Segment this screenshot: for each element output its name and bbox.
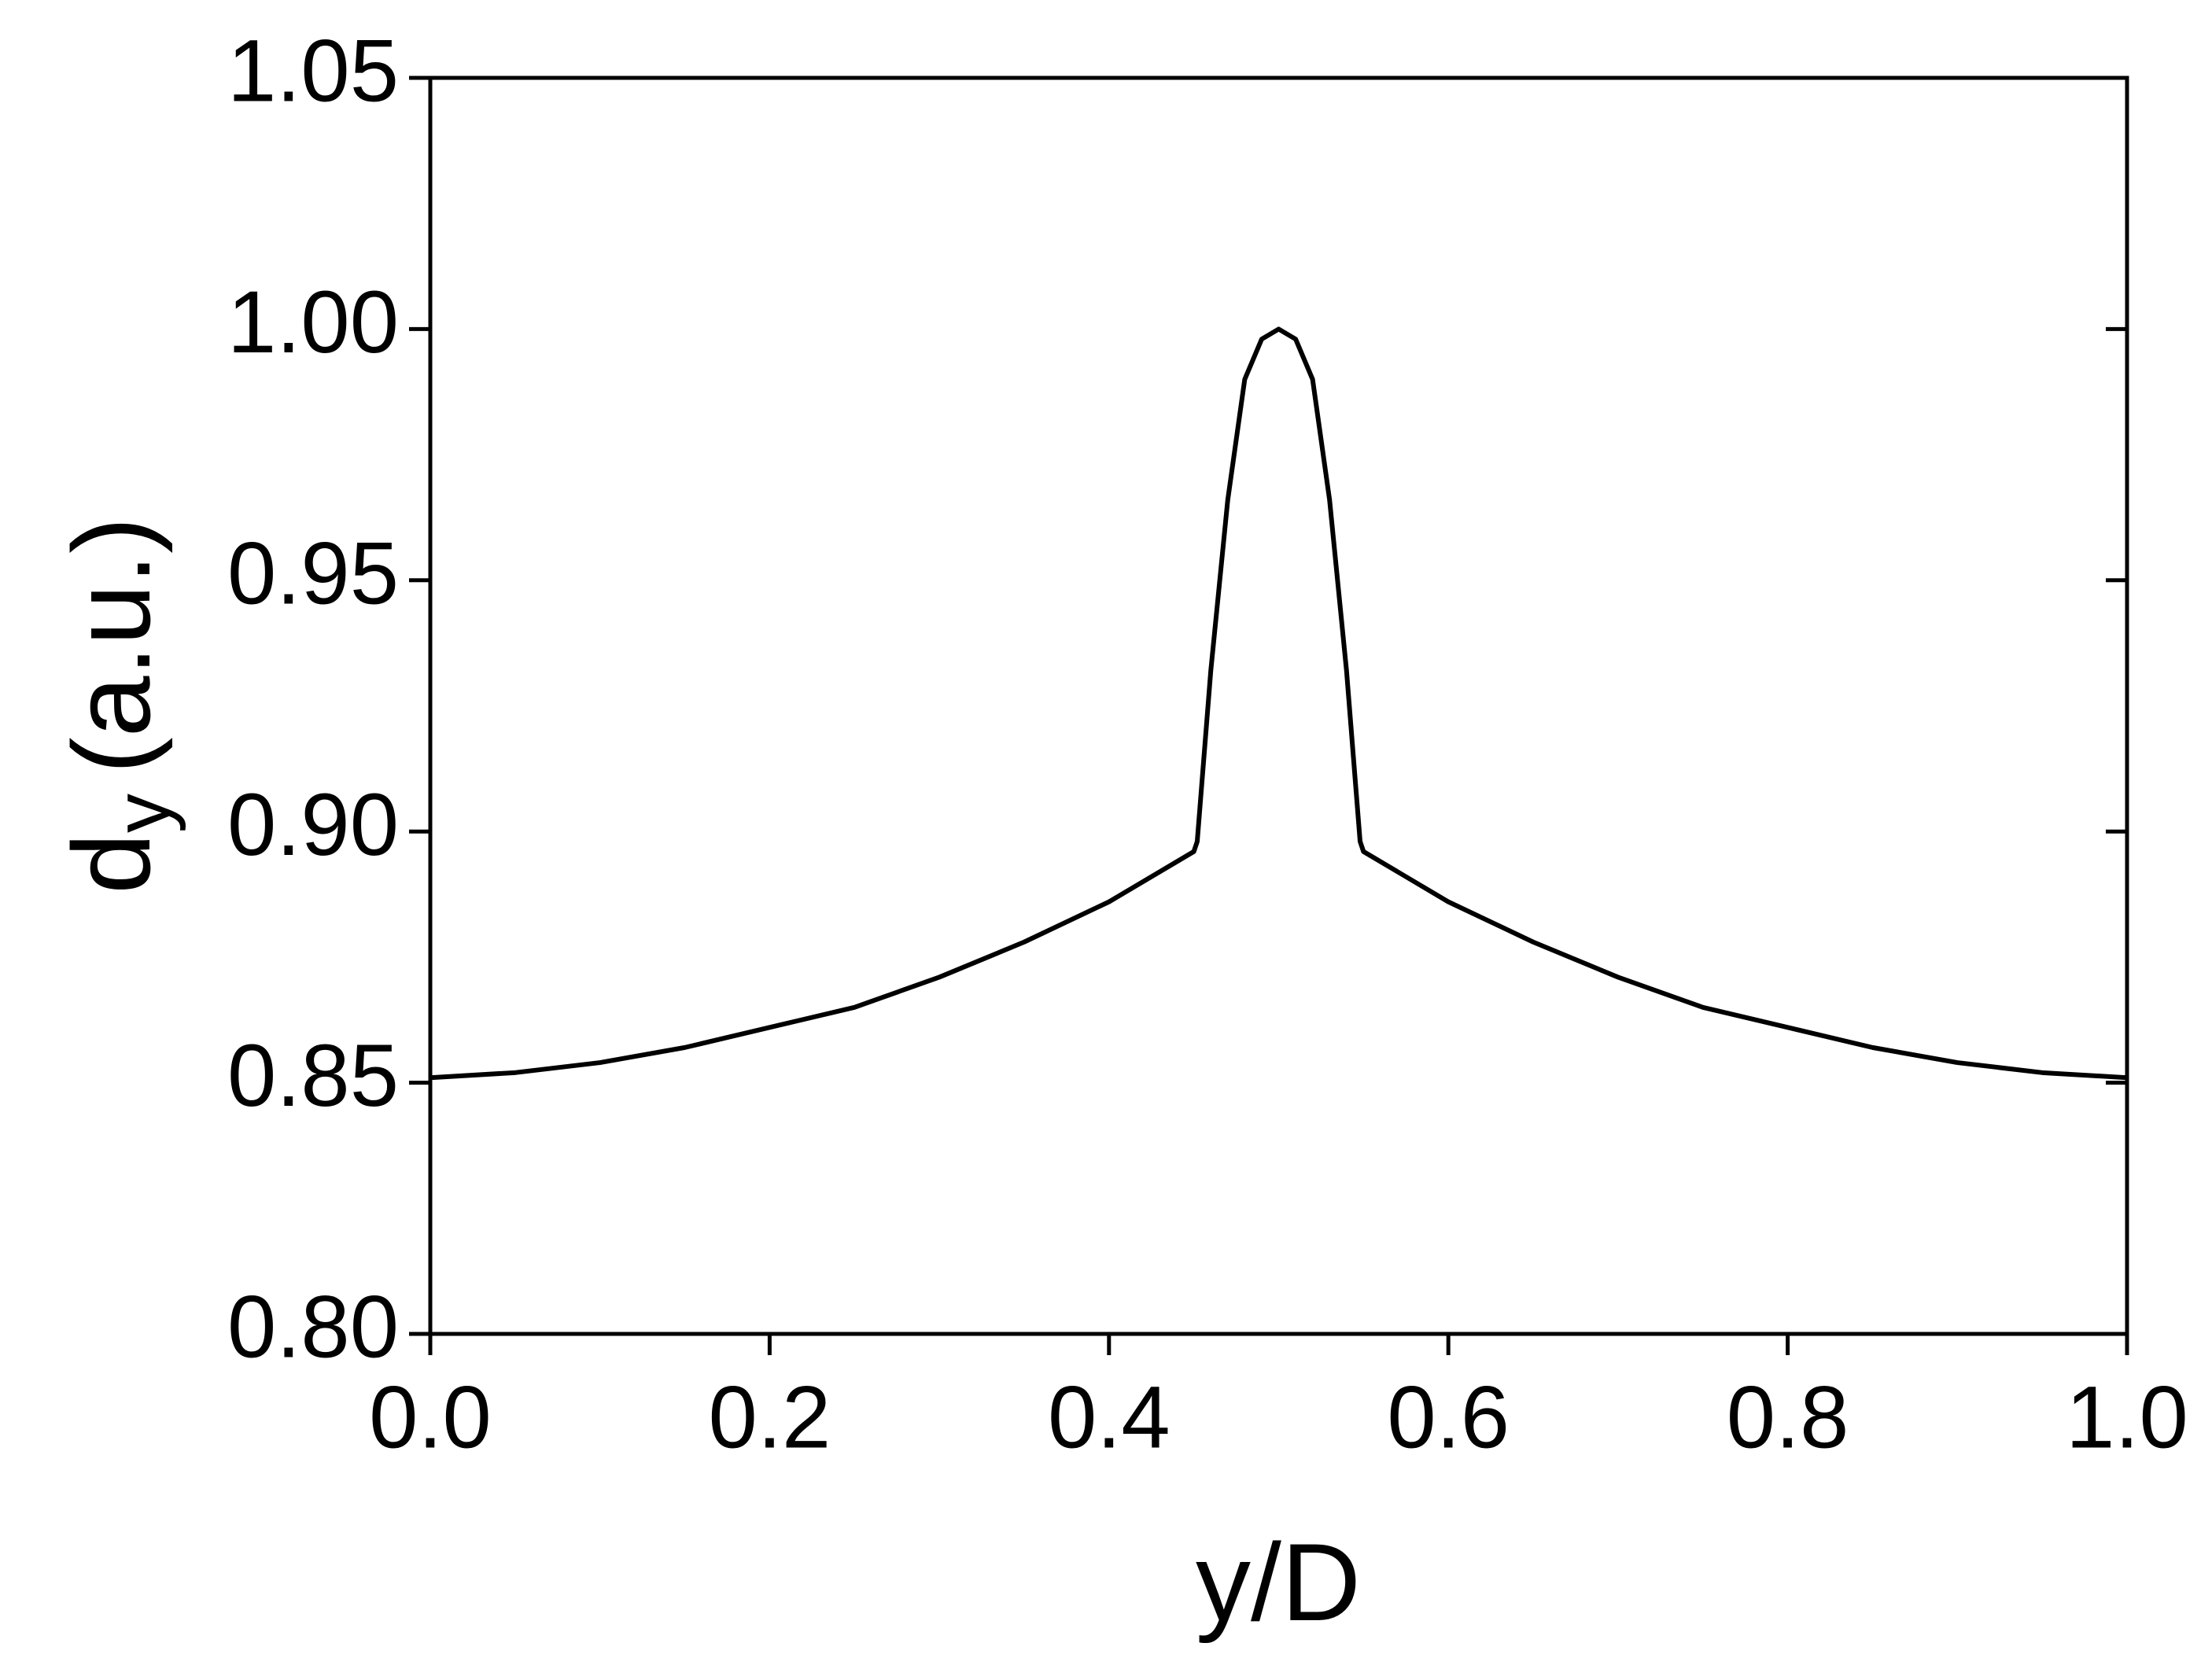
- y-axis-unit: (a.u.): [50, 517, 173, 774]
- y-tick-label: 0.80: [227, 1278, 399, 1376]
- x-tick-label: 0.0: [369, 1369, 492, 1467]
- x-tick-label: 0.4: [1048, 1369, 1171, 1467]
- y-tick-label: 0.95: [227, 524, 399, 622]
- x-tick-label: 1.0: [2066, 1369, 2188, 1467]
- y-tick-label: 1.00: [227, 273, 399, 371]
- y-axis-title: dy (a.u.): [50, 517, 186, 894]
- y-tick-label: 0.85: [227, 1026, 399, 1125]
- plot-frame: [428, 76, 2129, 1336]
- y-tick-label: 1.05: [227, 22, 399, 120]
- y-tick-label: 0.90: [227, 775, 399, 874]
- y-axis-subscript: y: [98, 794, 186, 833]
- y-axis-symbol: d: [50, 833, 173, 894]
- x-tick-label: 0.2: [709, 1369, 831, 1467]
- data-line: [429, 326, 2128, 1081]
- x-axis-title: y/D: [1196, 1520, 1361, 1644]
- x-tick-label: 0.6: [1387, 1369, 1510, 1467]
- x-tick-label: 0.8: [1727, 1369, 1849, 1467]
